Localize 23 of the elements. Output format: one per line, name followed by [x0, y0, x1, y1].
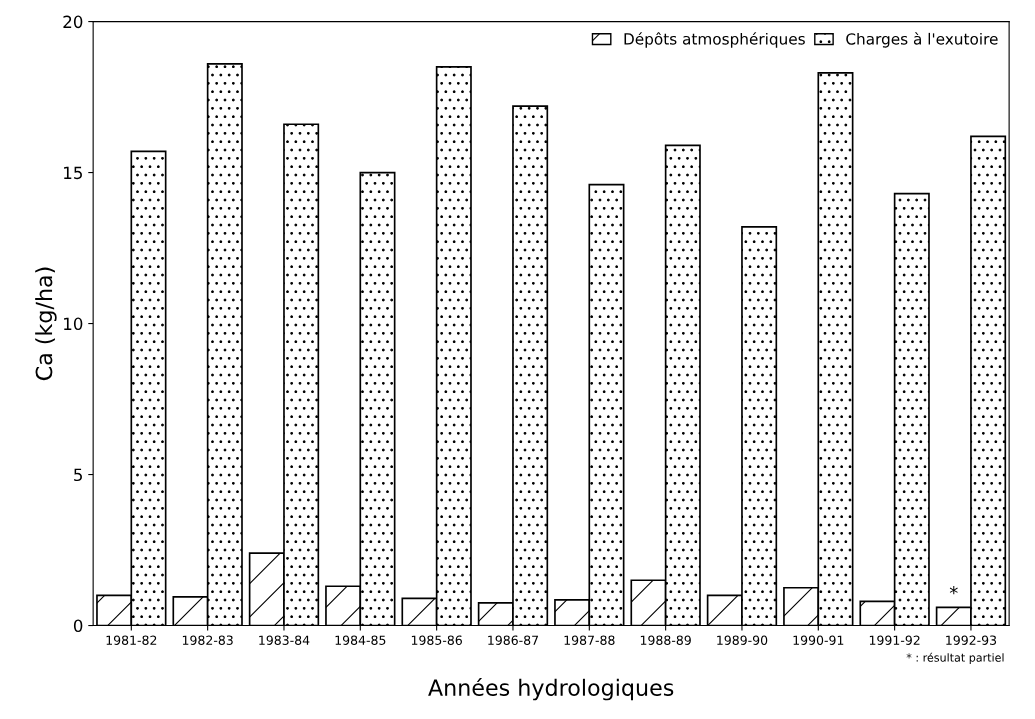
x-tick-label: 1991-92	[869, 635, 920, 645]
x-tick-label: 1988-89	[640, 635, 691, 645]
y-tick-label: 20	[63, 15, 83, 29]
y-tick-label: 5	[74, 468, 82, 482]
x-tick-label: 1981-82	[106, 635, 157, 645]
text: * : résultat partiel	[906, 652, 1004, 664]
x-tick-label: 1986-87	[488, 635, 539, 645]
y-tick-label: 0	[73, 619, 83, 633]
x-tick-label: 1989-90	[717, 635, 768, 645]
x-tick-label: 1984-85	[335, 635, 386, 645]
x-tick-label: 1985-86	[411, 635, 462, 645]
x-tick-label: 1990-91	[793, 635, 844, 645]
annotation: *	[949, 586, 958, 595]
x-axis-title: Années hydrologiques	[428, 677, 674, 701]
x-tick-label: 1987-88	[564, 635, 615, 645]
legend-label: Charges à l'exutoire	[846, 32, 998, 48]
y-axis-title: Ca (kg/ha)	[35, 267, 57, 381]
y-tick-label: 15	[64, 166, 82, 180]
x-tick-label: 1992-93	[946, 635, 997, 645]
x-tick-label: 1983-84	[259, 635, 310, 645]
legend-label: Dépôts atmosphériques	[624, 32, 805, 48]
x-tick-label: 1982-83	[182, 635, 233, 645]
y-tick-label: 10	[64, 317, 83, 331]
